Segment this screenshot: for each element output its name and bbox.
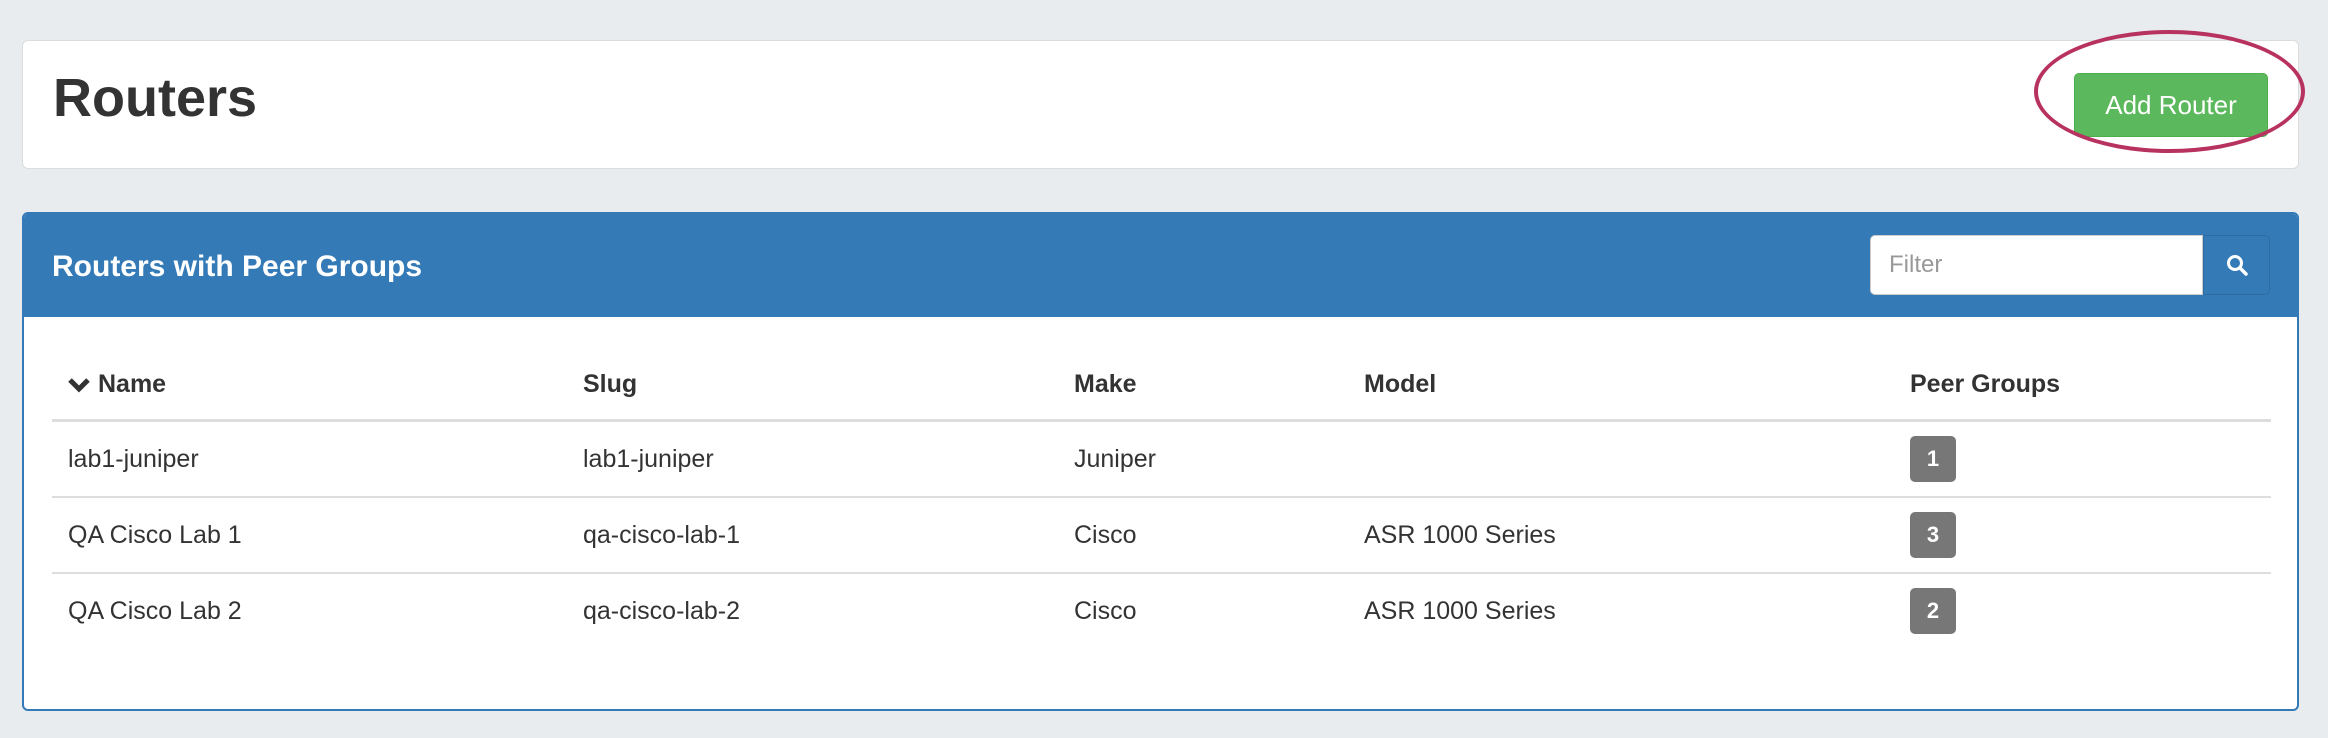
cell-peer-groups: 2 — [1894, 573, 2271, 648]
cell-model: ASR 1000 Series — [1348, 497, 1894, 574]
cell-slug: qa-cisco-lab-2 — [583, 596, 741, 625]
routers-panel: Routers with Peer Groups Name Slug Make … — [22, 212, 2299, 711]
panel-heading: Routers with Peer Groups — [24, 214, 2297, 317]
table-row[interactable]: QA Cisco Lab 1 qa-cisco-lab-1 Cisco ASR … — [52, 497, 2271, 574]
cell-make: Cisco — [1058, 497, 1348, 574]
column-header-name[interactable]: Name — [52, 349, 567, 422]
cell-name[interactable]: QA Cisco Lab 2 — [68, 596, 242, 625]
peer-groups-badge: 1 — [1910, 436, 1956, 482]
cell-name[interactable]: lab1-juniper — [52, 420, 567, 498]
filter-input[interactable] — [1870, 235, 2203, 295]
routers-table: Name Slug Make Model Peer Groups lab1-ju… — [52, 349, 2271, 648]
column-header-peer-groups[interactable]: Peer Groups — [1894, 349, 2271, 422]
cell-model: ASR 1000 Series — [1364, 596, 1556, 625]
cell-make: Juniper — [1058, 420, 1348, 498]
table-row[interactable]: lab1-juniper lab1-juniper Juniper 1 — [52, 420, 2271, 498]
cell-peer-groups: 3 — [1894, 497, 2271, 574]
cell-peer-groups: 1 — [1894, 420, 2271, 498]
cell-slug: lab1-juniper — [567, 420, 1058, 498]
cell-slug: qa-cisco-lab-1 — [567, 497, 1058, 574]
peer-groups-badge: 3 — [1910, 512, 1956, 558]
column-header-model[interactable]: Model — [1348, 349, 1894, 422]
cell-model — [1348, 420, 1894, 498]
peer-groups-badge: 2 — [1910, 588, 1956, 634]
column-header-make[interactable]: Make — [1058, 349, 1348, 422]
cell-name[interactable]: QA Cisco Lab 1 — [52, 497, 567, 574]
cell-make: Cisco — [1074, 596, 1137, 625]
panel-title: Routers with Peer Groups — [52, 250, 423, 283]
column-header-slug[interactable]: Slug — [567, 349, 1058, 422]
search-icon — [2226, 255, 2248, 276]
page-title: Routers — [53, 68, 258, 128]
page-header-card: Routers — [22, 40, 2299, 169]
search-button[interactable] — [2203, 235, 2270, 295]
table-row[interactable]: QA Cisco Lab 2 qa-cisco-lab-2 Cisco ASR … — [52, 573, 2271, 648]
add-router-button[interactable]: Add Router — [2074, 73, 2268, 137]
chevron-down-icon — [68, 378, 90, 393]
table-header-row: Name Slug Make Model Peer Groups — [52, 349, 2271, 422]
